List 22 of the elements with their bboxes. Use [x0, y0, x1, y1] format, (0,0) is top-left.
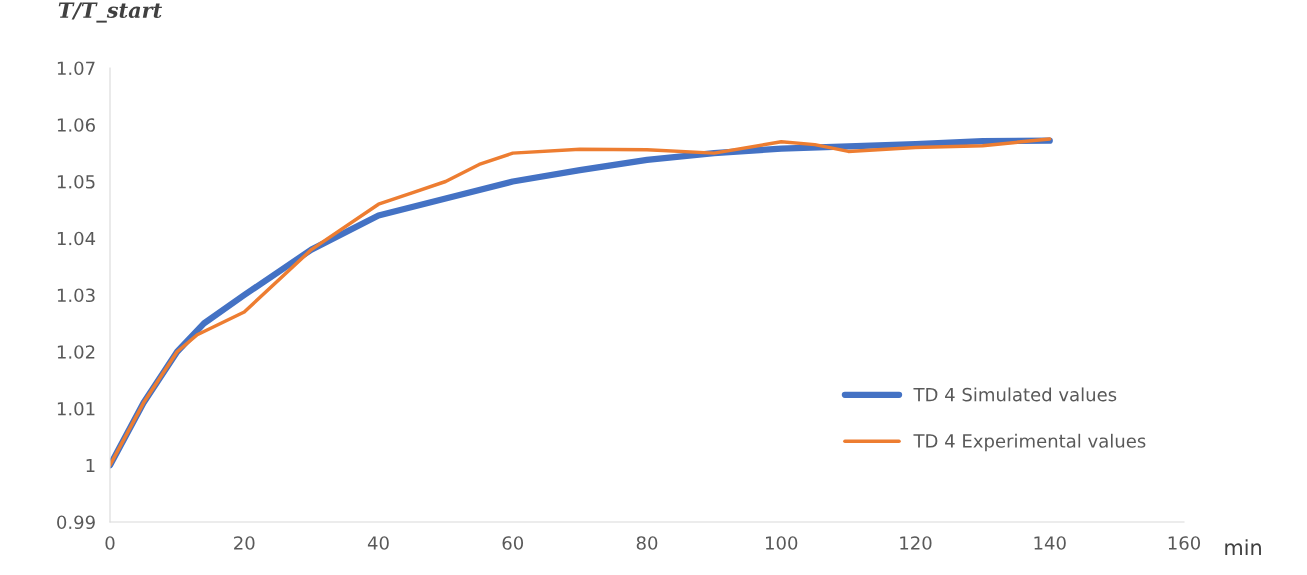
y-tick-label: 1.04: [57, 231, 96, 246]
y-tick-label: 1.05: [57, 174, 95, 189]
legend-label: TD 4 Experimental values: [913, 433, 1146, 452]
y-axis-title: T/T_start: [58, 2, 163, 23]
y-tick-label: 1: [86, 458, 95, 473]
y-tick-label: 1.06: [57, 118, 95, 132]
y-tick-label: 1.03: [57, 288, 95, 303]
x-tick-label: 60: [502, 536, 524, 550]
legend-label: TD 4 Simulated values: [913, 387, 1117, 402]
x-tick-label: 100: [766, 536, 798, 550]
y-tick-label: 0.99: [57, 515, 95, 530]
x-tick-label: 20: [234, 536, 255, 550]
x-tick-label: 120: [900, 536, 932, 550]
y-tick-label: 1.01: [57, 401, 95, 416]
x-tick-label: 40: [367, 536, 389, 550]
x-tick-label: 160: [1168, 536, 1201, 550]
y-tick-label: 1.02: [57, 345, 95, 359]
x-tick-label: 80: [636, 536, 658, 550]
x-axis-title: min: [1225, 539, 1261, 555]
y-tick-label: 1.07: [57, 61, 95, 76]
x-tick-label: 0: [105, 536, 115, 550]
x-tick-label: 140: [1034, 536, 1066, 550]
